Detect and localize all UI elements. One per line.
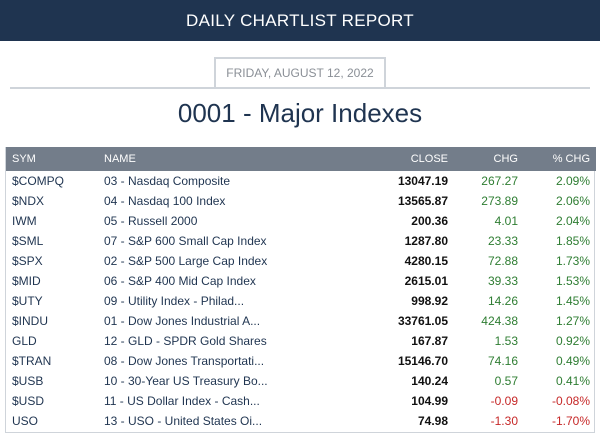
close-value: 15146.70	[397, 354, 448, 368]
symbol-link[interactable]: $USB	[12, 374, 44, 388]
table-row[interactable]: GLD 12 - GLD - SPDR Gold Shares 167.87 1.53…	[6, 331, 596, 351]
symbol-link[interactable]: USO	[12, 414, 39, 428]
close-value: 2615.01	[404, 274, 448, 288]
close-value: 167.87	[411, 334, 448, 348]
percent-change-value: 0.49%	[555, 354, 590, 368]
percent-change-value: 1.53%	[555, 274, 590, 288]
close-value: 140.24	[411, 374, 448, 388]
percent-change-value: 1.73%	[555, 254, 590, 268]
table-row[interactable]: $USD 11 - US Dollar Index - Cash... 104.99…	[6, 391, 596, 411]
close-value: 200.36	[411, 214, 448, 228]
change-value: 74.16	[487, 354, 518, 368]
index-name: 09 - Utility Index - Philad...	[104, 294, 245, 308]
change-value: -0.09	[490, 394, 518, 408]
column-header-pct-chg[interactable]: % CHG	[552, 153, 590, 165]
indexes-table: SYM NAME CLOSE CHG % CHG $COMPQ 03 - Nasd…	[6, 147, 596, 431]
symbol-link[interactable]: GLD	[12, 334, 37, 348]
index-name: 07 - S&P 600 Small Cap Index	[104, 234, 267, 248]
change-value: 4.01	[494, 214, 518, 228]
percent-change-value: 1.27%	[555, 314, 590, 328]
symbol-link[interactable]: $TRAN	[12, 354, 52, 368]
indexes-table-container: SYM NAME CLOSE CHG % CHG $COMPQ 03 - Nasd…	[5, 147, 596, 433]
percent-change-value: 0.41%	[555, 374, 590, 388]
index-name: 05 - Russell 2000	[104, 214, 198, 228]
close-value: 74.98	[417, 414, 448, 428]
table-row[interactable]: $NDX 04 - Nasdaq 100 Index 13565.87 273.89 2…	[6, 191, 596, 211]
symbol-link[interactable]: $NDX	[12, 194, 45, 208]
report-date: FRIDAY, AUGUST 12, 2022	[214, 57, 386, 87]
date-divider	[10, 87, 590, 89]
index-name: 08 - Dow Jones Transportati...	[104, 354, 265, 368]
percent-change-value: 2.06%	[555, 194, 590, 208]
index-name: 06 - S&P 400 Mid Cap Index	[104, 274, 256, 288]
table-row[interactable]: $SPX 02 - S&P 500 Large Cap Index 4280.15 7…	[6, 251, 596, 271]
close-value: 4280.15	[404, 254, 448, 268]
symbol-link[interactable]: $INDU	[12, 314, 49, 328]
table-row[interactable]: $UTY 09 - Utility Index - Philad... 998.92…	[6, 291, 596, 311]
symbol-link[interactable]: $SML	[12, 234, 44, 248]
change-value: 72.88	[487, 254, 518, 268]
change-value: -1.30	[490, 414, 518, 428]
change-value: 1.53	[494, 334, 518, 348]
table-body: $COMPQ 03 - Nasdaq Composite 13047.19 267.2…	[6, 171, 596, 431]
index-name: 12 - GLD - SPDR Gold Shares	[104, 334, 267, 348]
close-value: 104.99	[411, 394, 448, 408]
symbol-link[interactable]: $MID	[12, 274, 41, 288]
index-name: 04 - Nasdaq 100 Index	[104, 194, 226, 208]
table-row[interactable]: USO 13 - USO - United States Oi... 74.98 -1…	[6, 411, 596, 431]
percent-change-value: -0.08%	[551, 394, 590, 408]
report-banner-title: DAILY CHARTLIST REPORT	[186, 10, 414, 30]
table-row[interactable]: $INDU 01 - Dow Jones Industrial A... 33761…	[6, 311, 596, 331]
column-header-sym[interactable]: SYM	[12, 153, 36, 165]
symbol-link[interactable]: IWM	[12, 214, 37, 228]
table-row[interactable]: $MID 06 - S&P 400 Mid Cap Index 2615.01 39.…	[6, 271, 596, 291]
report-date-area: FRIDAY, AUGUST 12, 2022	[0, 57, 600, 87]
index-name: 11 - US Dollar Index - Cash...	[104, 394, 260, 408]
change-value: 424.38	[481, 314, 518, 328]
index-name: 10 - 30-Year US Treasury Bo...	[104, 374, 268, 388]
index-name: 01 - Dow Jones Industrial A...	[104, 314, 261, 328]
close-value: 998.92	[411, 294, 448, 308]
change-value: 267.27	[481, 174, 518, 188]
symbol-link[interactable]: $SPX	[12, 254, 43, 268]
table-row[interactable]: $TRAN 08 - Dow Jones Transportati... 15146…	[6, 351, 596, 371]
percent-change-value: 2.09%	[555, 174, 590, 188]
table-row[interactable]: $SML 07 - S&P 600 Small Cap Index 1287.80 2…	[6, 231, 596, 251]
column-header-chg[interactable]: CHG	[493, 153, 518, 165]
table-row[interactable]: IWM 05 - Russell 2000 200.36 4.01 2.04%	[6, 211, 596, 231]
table-row[interactable]: $USB 10 - 30-Year US Treasury Bo... 140.24…	[6, 371, 596, 391]
percent-change-value: 2.04%	[555, 214, 590, 228]
table-row[interactable]: $COMPQ 03 - Nasdaq Composite 13047.19 267.2…	[6, 171, 596, 191]
close-value: 13565.87	[397, 194, 448, 208]
table-header-row: SYM NAME CLOSE CHG % CHG	[6, 147, 596, 171]
column-header-name[interactable]: NAME	[104, 153, 136, 165]
chartlist-title: 0001 - Major Indexes	[177, 98, 423, 128]
percent-change-value: 1.85%	[555, 234, 590, 248]
index-name: 03 - Nasdaq Composite	[104, 174, 231, 188]
symbol-link[interactable]: $UTY	[12, 294, 43, 308]
report-banner: DAILY CHARTLIST REPORT	[0, 0, 600, 41]
index-name: 13 - USO - United States Oi...	[104, 414, 263, 428]
column-header-close[interactable]: CLOSE	[410, 153, 448, 165]
index-name: 02 - S&P 500 Large Cap Index	[104, 254, 268, 268]
percent-change-value: -1.70%	[551, 414, 590, 428]
close-value: 13047.19	[397, 174, 448, 188]
change-value: 0.57	[494, 374, 518, 388]
symbol-link[interactable]: $USD	[12, 394, 45, 408]
close-value: 33761.05	[397, 314, 448, 328]
change-value: 23.33	[487, 234, 518, 248]
change-value: 273.89	[481, 194, 518, 208]
percent-change-value: 1.45%	[555, 294, 590, 308]
percent-change-value: 0.92%	[555, 334, 590, 348]
change-value: 14.26	[487, 294, 518, 308]
close-value: 1287.80	[404, 234, 448, 248]
change-value: 39.33	[487, 274, 518, 288]
symbol-link[interactable]: $COMPQ	[12, 174, 65, 188]
